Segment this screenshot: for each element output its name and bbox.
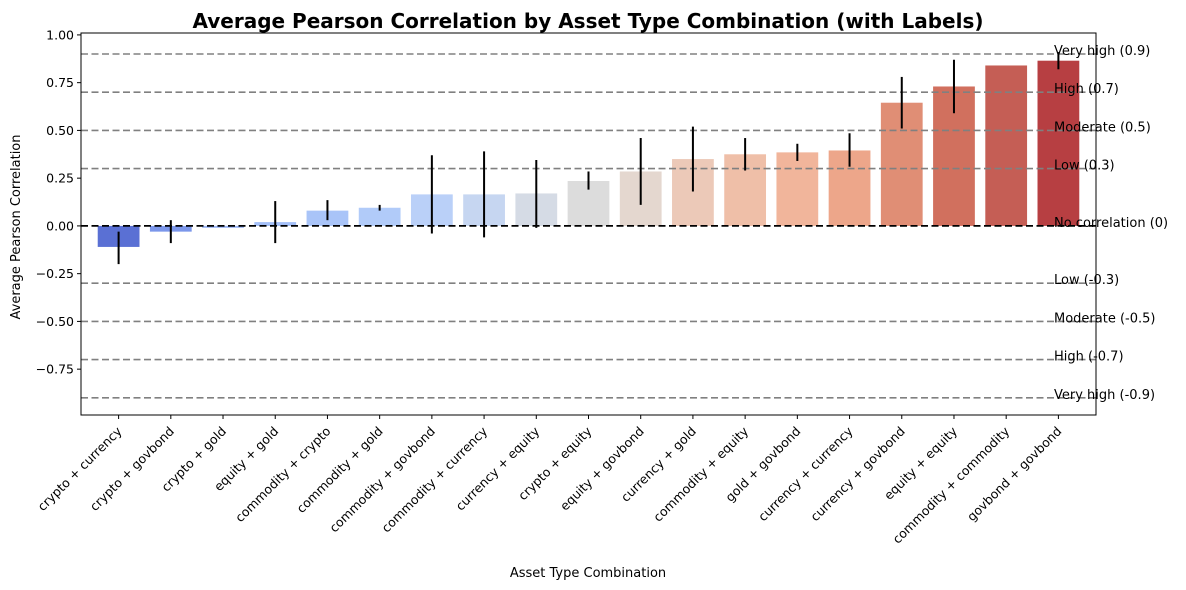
x-tick-label: commodity + govbond [326, 424, 438, 536]
reference-line-label: Low (-0.3) [1054, 273, 1119, 288]
bar [202, 225, 244, 228]
chart-title: Average Pearson Correlation by Asset Typ… [192, 9, 983, 33]
x-tick-label: commodity + gold [293, 424, 385, 516]
y-tick-label: −0.50 [36, 314, 74, 329]
y-tick-label: 1.00 [46, 27, 74, 42]
reference-line-label: Moderate (-0.5) [1054, 311, 1155, 326]
bar [985, 65, 1028, 226]
reference-line-label: High (-0.7) [1054, 350, 1124, 365]
bar [1037, 60, 1080, 226]
x-axis-label: Asset Type Combination [510, 566, 666, 581]
reference-line-label: No correlation (0) [1054, 216, 1168, 231]
x-tick-label: commodity + crypto [232, 424, 334, 526]
plot-area: 1.00 0.75 0.50 0.25 0.00 −0.25 −0.50 −0.75 crypt… [34, 27, 1168, 546]
reference-line-label: Low (0.3) [1054, 159, 1115, 174]
x-tick-label: govbond + govbond [964, 424, 1065, 525]
x-tick-label: crypto + currency [34, 423, 125, 514]
reference-line-label: High (0.7) [1054, 82, 1119, 97]
y-tick-label: −0.75 [36, 362, 74, 377]
reference-line-label: Very high (0.9) [1054, 44, 1150, 59]
x-tick-label: currency + currency [755, 423, 856, 524]
reference-line-label: Very high (-0.9) [1054, 388, 1155, 403]
x-tick-label: commodity + equity [650, 423, 752, 525]
reference-line-label: Moderate (0.5) [1054, 120, 1151, 135]
bar [776, 152, 819, 226]
x-tick-label: currency + govbond [807, 424, 908, 525]
x-tick-label: commodity + currency [378, 423, 490, 535]
y-tick-label: 0.75 [46, 75, 74, 90]
bar [358, 207, 401, 226]
y-tick-label: 0.00 [46, 218, 74, 233]
y-axis-label: Average Pearson Correlation [9, 135, 24, 320]
y-tick-label: 0.25 [46, 171, 74, 186]
y-tick-label: −0.25 [36, 266, 74, 281]
y-tick-label: 0.50 [46, 123, 74, 138]
